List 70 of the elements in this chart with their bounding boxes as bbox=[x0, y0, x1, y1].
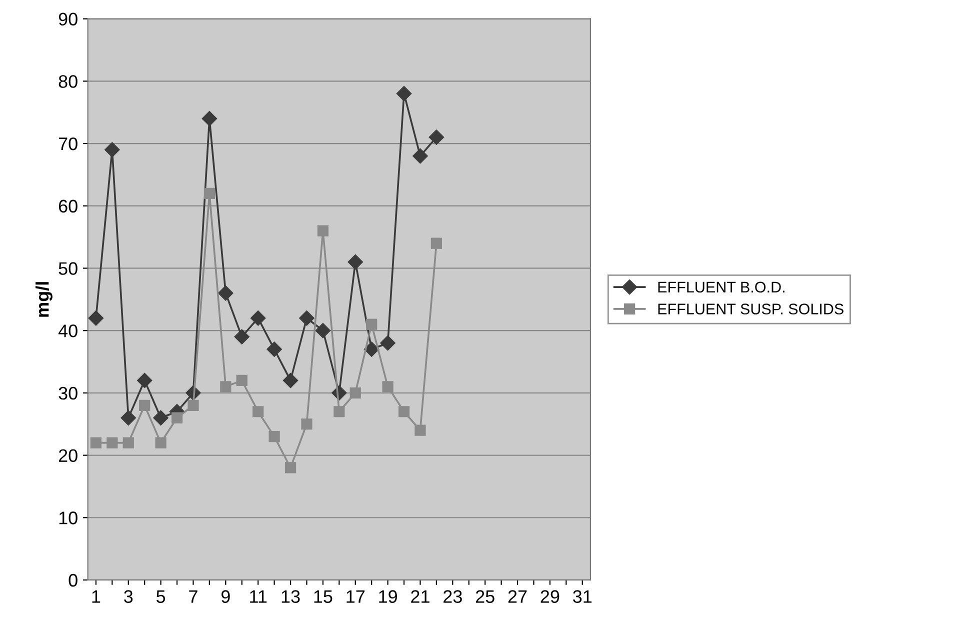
x-tick-label: 1 bbox=[92, 590, 100, 603]
point bbox=[334, 406, 345, 418]
point bbox=[382, 381, 394, 392]
x-tick-label: 5 bbox=[156, 590, 166, 603]
point bbox=[220, 381, 232, 392]
y-tick-label: 70 bbox=[58, 137, 78, 150]
legend-label: EFFLUENT SUSP. SOLIDS bbox=[658, 304, 844, 314]
point bbox=[350, 387, 361, 398]
x-tick-label: 13 bbox=[282, 590, 300, 603]
x-tick-label: 31 bbox=[573, 590, 592, 603]
point bbox=[366, 318, 378, 330]
point bbox=[218, 286, 234, 301]
x-tick-label: 27 bbox=[508, 590, 527, 603]
y-tick-label: 40 bbox=[58, 324, 78, 338]
x-tick-label: 7 bbox=[189, 590, 198, 603]
point bbox=[137, 372, 152, 388]
point bbox=[301, 418, 312, 430]
point bbox=[122, 437, 134, 448]
point bbox=[299, 310, 314, 326]
point bbox=[268, 431, 280, 442]
x-tick-label: 17 bbox=[346, 590, 365, 603]
y-tick-label: 60 bbox=[58, 200, 78, 213]
point bbox=[315, 323, 331, 338]
point bbox=[266, 342, 282, 357]
point bbox=[430, 238, 442, 249]
point bbox=[104, 142, 120, 158]
point bbox=[398, 406, 410, 418]
x-tick-label: 11 bbox=[250, 590, 267, 603]
x-tick-label: 15 bbox=[314, 590, 332, 603]
point bbox=[414, 424, 426, 436]
y-axis-title: mg/l bbox=[36, 282, 52, 317]
point bbox=[155, 437, 166, 448]
point bbox=[171, 412, 183, 424]
point bbox=[250, 310, 266, 326]
x-tick-label: 21 bbox=[411, 590, 430, 603]
point bbox=[88, 310, 104, 326]
point bbox=[317, 225, 328, 236]
point bbox=[364, 342, 380, 357]
y-tick-label: 0 bbox=[68, 574, 78, 587]
point bbox=[234, 329, 250, 344]
y-tick-label: 30 bbox=[58, 386, 78, 400]
point bbox=[282, 372, 298, 388]
y-tick-label: 10 bbox=[59, 512, 78, 524]
point bbox=[380, 335, 396, 351]
point bbox=[139, 400, 150, 411]
point bbox=[90, 437, 102, 448]
point bbox=[188, 400, 199, 411]
point bbox=[106, 437, 118, 448]
y-tick-label: 50 bbox=[58, 262, 78, 275]
point bbox=[396, 86, 412, 102]
legend-label: EFFLUENT B.O.D. bbox=[658, 282, 784, 293]
point bbox=[428, 130, 444, 145]
point bbox=[153, 410, 168, 426]
point bbox=[120, 410, 136, 426]
x-tick-label: 9 bbox=[221, 590, 230, 603]
point bbox=[348, 254, 363, 270]
y-tick-label: 20 bbox=[58, 449, 78, 462]
point bbox=[252, 406, 264, 418]
x-tick-label: 3 bbox=[124, 590, 133, 603]
point bbox=[284, 462, 296, 474]
y-tick-label: 90 bbox=[58, 12, 78, 26]
point bbox=[202, 111, 218, 126]
x-tick-label: 29 bbox=[540, 590, 560, 603]
point bbox=[204, 188, 215, 199]
x-tick-label: 23 bbox=[444, 590, 462, 603]
point bbox=[236, 374, 248, 386]
point bbox=[412, 148, 428, 164]
x-tick-label: 19 bbox=[379, 590, 397, 603]
y-tick-label: 80 bbox=[58, 75, 78, 88]
x-tick-label: 25 bbox=[476, 590, 494, 603]
